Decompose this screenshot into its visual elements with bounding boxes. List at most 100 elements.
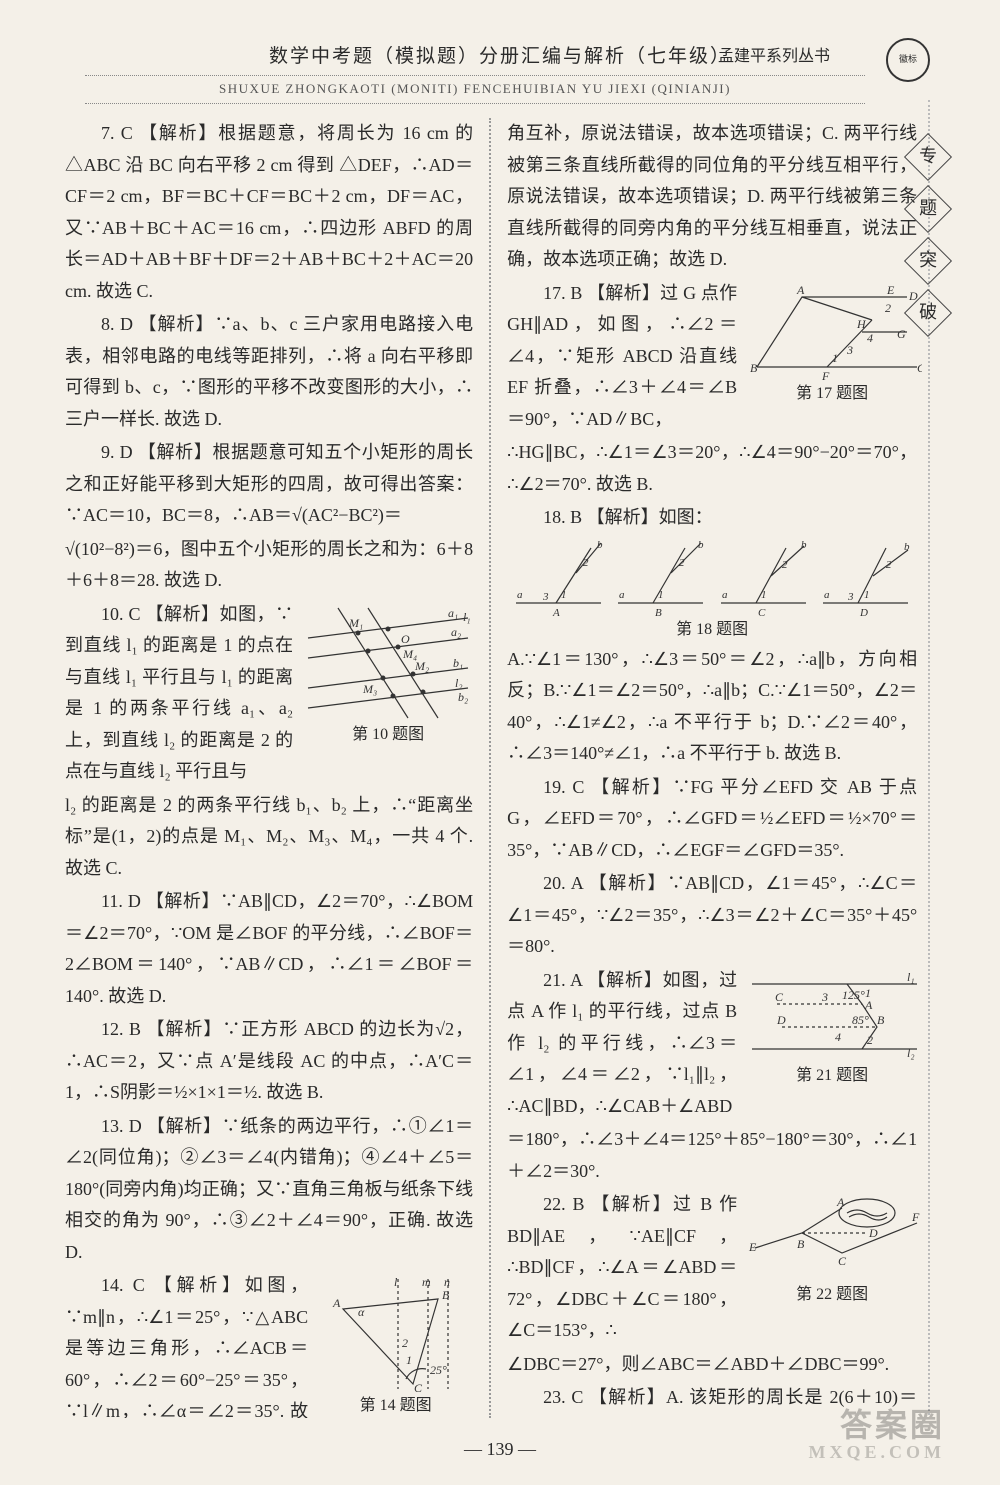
- svg-text:2: 2: [885, 301, 891, 315]
- svg-text:b: b: [904, 541, 910, 553]
- diamond-icon: 破: [904, 289, 952, 337]
- svg-text:O: O: [401, 632, 410, 646]
- svg-text:l₂: l₂: [907, 1046, 915, 1060]
- figure-22: AE BC FD 第 22 题图: [747, 1193, 917, 1309]
- svg-text:B: B: [877, 1013, 885, 1027]
- svg-text:2: 2: [867, 1033, 873, 1047]
- figure-21-caption: 第 21 题图: [747, 1062, 917, 1090]
- figure-21: l₁l₂ C31 125° DB85° 42 A 第 21 题图: [747, 969, 917, 1090]
- svg-text:A: A: [796, 283, 805, 297]
- item-13: 13. D 【解析】∵纸条的两边平行，∴①∠1＝∠2(同位角)；②∠3＝∠4(内…: [65, 1111, 473, 1269]
- item-21b: ＝180°，∴∠3＋∠4＝125°＋85°−180°＝30°，∴∠1＋∠2＝30…: [507, 1124, 917, 1187]
- figure-18-a: ab 312 A: [511, 538, 606, 618]
- svg-text:a: a: [619, 589, 625, 601]
- svg-text:D: D: [776, 1013, 786, 1027]
- svg-text:1: 1: [761, 589, 767, 601]
- header-subtitle: SHUXUE ZHONGKAOTI (MONITI) FENCEHUIBIAN …: [85, 75, 865, 104]
- svg-text:2: 2: [583, 557, 589, 569]
- figure-18-d: ab 312 D: [818, 538, 913, 618]
- diamond-char: 破: [919, 297, 937, 329]
- svg-text:2: 2: [886, 559, 892, 571]
- svg-text:a: a: [722, 589, 728, 601]
- figure-17-caption: 第 17 题图: [747, 380, 917, 408]
- item-12: 12. B 【解析】∵正方形 ABCD 的边长为√2，∴AC＝2，又∵点 A′是…: [65, 1014, 473, 1109]
- svg-text:1: 1: [832, 351, 838, 365]
- svg-text:3: 3: [821, 990, 828, 1004]
- svg-text:b₁: b₁: [453, 656, 463, 670]
- svg-text:B: B: [797, 1237, 805, 1251]
- item-9b: √(10²−8²)＝6，图中五个小矩形的周长之和为：6＋8＋6＋8＝28. 故选…: [65, 534, 473, 597]
- item-17b: ∴HG∥BC，∴∠1＝∠3＝20°，∴∠4＝90°−20°＝70°，∴∠2＝70…: [507, 437, 917, 500]
- figure-14: lmn Aα BC 25° 21 第 14 题图: [318, 1274, 473, 1418]
- svg-text:b: b: [698, 539, 704, 551]
- figure-22-svg: AE BC FD: [747, 1193, 922, 1283]
- svg-text:G: G: [897, 327, 906, 341]
- svg-text:A: A: [552, 607, 560, 618]
- svg-text:85°: 85°: [852, 1013, 869, 1027]
- column-right: 角互补，原说法错误，故本选项错误；C. 两平行线被第三条直线所截得的同位角的平分…: [491, 118, 927, 1418]
- figure-18-row: ab 312 A ab 12 B: [507, 538, 917, 618]
- svg-text:b: b: [597, 539, 603, 551]
- svg-text:l₂: l₂: [455, 676, 463, 690]
- publisher-logo: 徽标: [886, 38, 930, 82]
- svg-text:1: 1: [864, 589, 870, 601]
- figure-10-svg: a₁l₁ a₂ b₁ l₂b₂ M₁O M₂M₃M₄: [303, 603, 473, 723]
- svg-text:E: E: [886, 283, 895, 297]
- svg-text:3: 3: [846, 343, 853, 357]
- svg-text:a₁: a₁: [448, 606, 458, 620]
- diamond-icon: 专: [904, 133, 952, 181]
- item-10b: l₂ 的距离是 2 的两条平行线 b₁、b₂ 上，∴“距离坐标”是(1，2)的点…: [65, 790, 473, 885]
- side-section-label: 专 题 突 破: [911, 140, 945, 330]
- figure-18-c: ab 12 C: [716, 538, 811, 618]
- svg-text:4: 4: [867, 331, 873, 345]
- svg-text:m: m: [422, 1275, 431, 1289]
- watermark-small: MXQE.COM: [755, 1443, 945, 1463]
- svg-text:3: 3: [542, 591, 549, 603]
- svg-text:l: l: [394, 1275, 398, 1289]
- figure-10: a₁l₁ a₂ b₁ l₂b₂ M₁O M₂M₃M₄ 第 10 题图: [303, 603, 473, 749]
- svg-text:25°: 25°: [430, 1363, 447, 1377]
- svg-text:C: C: [758, 607, 766, 618]
- svg-text:b₂: b₂: [458, 690, 468, 704]
- svg-text:B: B: [442, 1288, 450, 1302]
- diamond-icon: 题: [904, 185, 952, 233]
- svg-text:M₂: M₂: [414, 659, 429, 673]
- svg-text:F: F: [911, 1210, 920, 1224]
- two-column-body: 7. C 【解析】根据题意，将周长为 16 cm 的△ABC 沿 BC 向右平移…: [55, 118, 945, 1418]
- watermark: 答案圈 MXQE.COM: [755, 1408, 945, 1463]
- svg-text:4: 4: [835, 1030, 841, 1044]
- svg-text:A: A: [864, 998, 873, 1012]
- svg-text:2: 2: [679, 557, 685, 569]
- figure-10-caption: 第 10 题图: [303, 721, 473, 749]
- item-18a: 18. B 【解析】如图：: [507, 502, 917, 534]
- svg-text:A: A: [836, 1195, 845, 1209]
- item-18b: A.∵∠1＝130°，∴∠3＝50°＝∠2，∴a∥b，方向相反；B.∵∠1＝∠2…: [507, 644, 917, 770]
- svg-text:α: α: [358, 1305, 365, 1319]
- svg-text:B: B: [655, 607, 662, 618]
- figure-17: AED BFC HG 2431 第 17 题图: [747, 282, 917, 408]
- svg-text:2: 2: [782, 559, 788, 571]
- watermark-big: 答案圈: [840, 1407, 945, 1443]
- svg-text:E: E: [748, 1240, 757, 1254]
- svg-text:H: H: [856, 317, 867, 331]
- svg-text:1: 1: [406, 1353, 412, 1367]
- svg-text:l₁: l₁: [907, 970, 915, 984]
- svg-text:1: 1: [658, 589, 664, 601]
- svg-text:C: C: [775, 990, 784, 1004]
- svg-text:l₁: l₁: [463, 610, 471, 624]
- figure-17-svg: AED BFC HG 2431: [747, 282, 922, 382]
- diamond-char: 突: [919, 245, 937, 277]
- svg-text:M₁: M₁: [348, 616, 363, 630]
- diamond-char: 题: [919, 193, 937, 225]
- item-20: 20. A 【解析】∵AB∥CD，∠1＝45°，∴∠C＝∠1＝45°，∵∠2＝3…: [507, 868, 917, 963]
- svg-text:1: 1: [561, 589, 567, 601]
- svg-text:A: A: [332, 1296, 341, 1310]
- item-19: 19. C 【解析】∵FG 平分∠EFD 交 AB 于点 G，∠EFD＝70°，…: [507, 772, 917, 867]
- item-16-cont: 角互补，原说法错误，故本选项错误；C. 两平行线被第三条直线所截得的同位角的平分…: [507, 118, 917, 276]
- svg-text:a: a: [824, 589, 830, 601]
- svg-text:125°: 125°: [842, 988, 865, 1002]
- diamond-icon: 突: [904, 237, 952, 285]
- figure-14-caption: 第 14 题图: [318, 1392, 473, 1418]
- item-8: 8. D 【解析】∵a、b、c 三户家用电路接入电表，相邻电路的电线等距排列，∴…: [65, 309, 473, 435]
- svg-text:B: B: [750, 361, 758, 375]
